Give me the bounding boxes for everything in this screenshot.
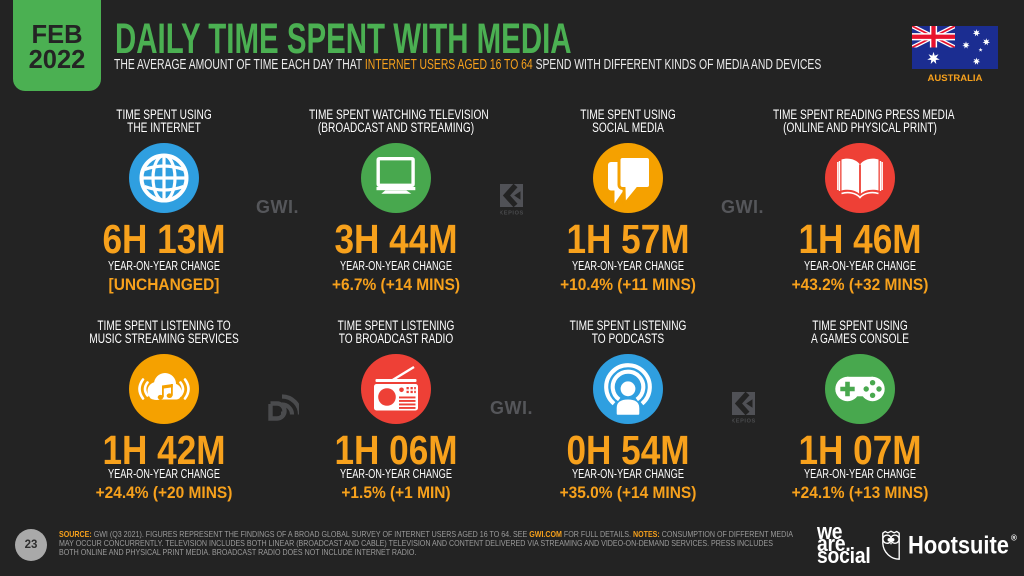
svg-text:KEPIOS: KEPIOS: [732, 419, 756, 425]
svg-text:KEPIOS: KEPIOS: [500, 211, 524, 217]
svg-text:Hootsuite: Hootsuite: [908, 531, 1009, 559]
svg-text:®: ®: [1011, 534, 1017, 543]
